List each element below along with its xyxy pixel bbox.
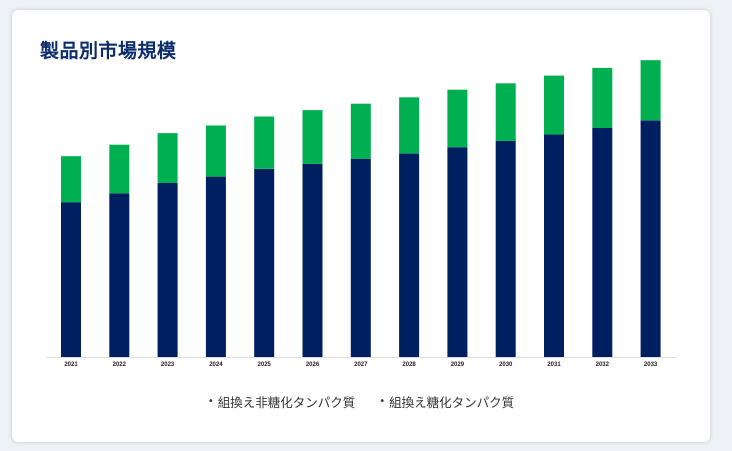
- tick-labels-group: 2021 2022 2023 2024 2025 2026 2027 2028 2029 2030…: [64, 362, 658, 368]
- bar-glycosylated-2024: [205, 125, 226, 177]
- legend-bullet: •: [207, 396, 214, 407]
- bar-non-glycosylated-2027: [350, 158, 371, 357]
- bar-non-glycosylated-2026: [302, 163, 323, 357]
- x-tick-label-2028: 2028: [402, 362, 416, 368]
- chart-title: 製品別市場規模: [40, 40, 177, 62]
- bar-non-glycosylated-2030: [495, 140, 516, 357]
- x-tick-label-2021: 2021: [64, 362, 78, 368]
- bar-glycosylated-2021: [61, 156, 81, 203]
- bar-glycosylated-2033: [640, 60, 661, 121]
- x-tick-label-2033: 2033: [644, 362, 658, 368]
- x-tick-label-2029: 2029: [451, 362, 465, 368]
- legend-item-glycosylated: • 組換え糖化タンパク質: [379, 392, 514, 411]
- x-tick-label-2022: 2022: [113, 362, 127, 368]
- x-tick-label-2031: 2031: [547, 362, 561, 368]
- x-tick-label-2024: 2024: [209, 362, 223, 368]
- x-tick-label-2023: 2023: [161, 362, 175, 368]
- bar-non-glycosylated-2031: [544, 134, 564, 357]
- chart-svg: 2021 2022 2023 2024 2025 2026 2027 2028 2029 2030…: [46, 60, 676, 368]
- bar-non-glycosylated-2028: [399, 153, 420, 357]
- bar-glycosylated-2031: [544, 75, 564, 135]
- bar-glycosylated-2030: [495, 83, 516, 141]
- x-tick-label-2030: 2030: [499, 362, 513, 368]
- bars-group: [61, 60, 661, 358]
- legend-item-non-glycosylated: • 組換え非糖化タンパク質: [208, 392, 355, 411]
- legend-label: 組換え非糖化タンパク質: [217, 395, 356, 410]
- bar-glycosylated-2032: [592, 67, 613, 128]
- x-tick-label-2032: 2032: [596, 362, 610, 368]
- legend: • 組換え非糖化タンパク質 • 組換え糖化タンパク質: [12, 392, 710, 411]
- x-tick-label-2025: 2025: [258, 362, 272, 368]
- bar-glycosylated-2025: [254, 116, 275, 169]
- bar-non-glycosylated-2024: [205, 176, 226, 357]
- bar-non-glycosylated-2021: [61, 202, 81, 357]
- x-tick-label-2026: 2026: [306, 362, 320, 368]
- bar-non-glycosylated-2032: [592, 128, 613, 357]
- bar-non-glycosylated-2029: [447, 147, 468, 357]
- bar-glycosylated-2026: [302, 110, 323, 164]
- bar-glycosylated-2023: [157, 133, 178, 183]
- bar-glycosylated-2027: [350, 103, 371, 159]
- legend-bullet: •: [379, 396, 386, 407]
- chart-card: 製品別市場規模 2021 2022 2023 2024 2025 2026 2027 2028…: [12, 10, 710, 442]
- bar-non-glycosylated-2025: [254, 169, 275, 357]
- bar-glycosylated-2029: [447, 89, 468, 148]
- x-tick-label-2027: 2027: [354, 362, 368, 368]
- bar-non-glycosylated-2023: [157, 183, 178, 357]
- legend-label: 組換え糖化タンパク質: [389, 395, 515, 410]
- bar-glycosylated-2022: [109, 144, 130, 194]
- bar-non-glycosylated-2022: [109, 193, 130, 357]
- bar-glycosylated-2028: [399, 97, 420, 154]
- bar-non-glycosylated-2033: [640, 120, 661, 358]
